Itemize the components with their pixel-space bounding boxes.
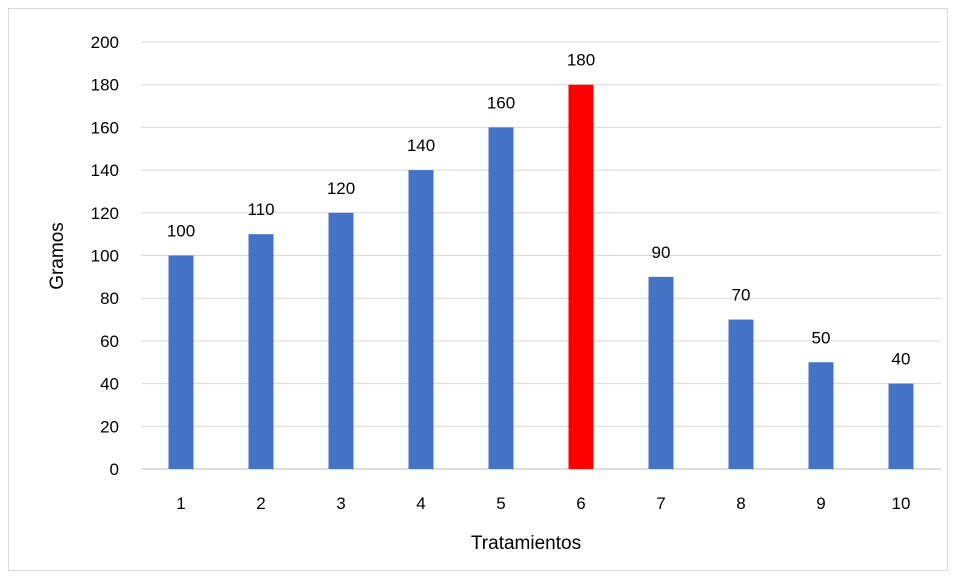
y-tick-label: 120 xyxy=(91,204,119,223)
x-tick-label-1: 1 xyxy=(176,494,185,513)
data-label-5: 160 xyxy=(487,93,515,112)
bar-8 xyxy=(728,319,754,469)
y-tick-label: 160 xyxy=(91,118,119,137)
y-tick-label: 200 xyxy=(91,33,119,52)
bar-6 xyxy=(568,84,594,469)
bar-2 xyxy=(248,234,274,469)
x-tick-label-2: 2 xyxy=(256,494,265,513)
x-tick-label-4: 4 xyxy=(416,494,425,513)
x-tick-label-6: 6 xyxy=(576,494,585,513)
bar-3 xyxy=(328,212,354,470)
y-tick-label: 140 xyxy=(91,161,119,180)
y-axis-title: Gramos xyxy=(47,222,68,290)
bar-4 xyxy=(408,170,434,469)
data-label-2: 110 xyxy=(247,200,274,219)
bar-5 xyxy=(488,127,514,470)
data-label-7: 90 xyxy=(652,243,671,262)
bar-1 xyxy=(168,255,194,469)
x-tick-label-9: 9 xyxy=(816,494,825,513)
y-tick-label: 180 xyxy=(91,76,119,95)
data-labels: 100 110 120 140 160 180 90 70 50 40 xyxy=(167,51,911,369)
data-label-4: 140 xyxy=(407,136,435,155)
y-tick-label: 20 xyxy=(100,417,119,436)
data-label-1: 100 xyxy=(167,222,195,241)
bar-7 xyxy=(648,276,674,469)
data-label-3: 120 xyxy=(327,179,355,198)
y-tick-label: 80 xyxy=(100,289,119,308)
x-tick-label-10: 10 xyxy=(892,494,911,513)
x-axis-title: Tratamientos xyxy=(471,533,581,554)
x-tick-label-7: 7 xyxy=(656,494,665,513)
data-label-6: 180 xyxy=(567,51,595,70)
bar-9 xyxy=(808,362,834,469)
x-tick-label-5: 5 xyxy=(496,494,505,513)
gridlines xyxy=(141,41,941,470)
x-tick-label-8: 8 xyxy=(736,494,745,513)
bar-10 xyxy=(888,383,914,469)
y-tick-label: 60 xyxy=(100,332,119,351)
bars xyxy=(168,84,914,470)
y-tick-label: 0 xyxy=(110,460,119,479)
data-label-9: 50 xyxy=(812,328,831,347)
x-axis-tick-labels: 1 2 3 4 5 6 7 8 9 10 xyxy=(176,494,910,513)
y-tick-label: 100 xyxy=(91,247,119,266)
y-tick-label: 40 xyxy=(100,375,119,394)
y-axis-tick-labels: 0 20 40 60 80 100 120 140 160 180 200 xyxy=(91,33,119,479)
data-label-8: 70 xyxy=(732,286,751,305)
data-label-10: 40 xyxy=(892,350,911,369)
x-tick-label-3: 3 xyxy=(336,494,345,513)
chart-frame: 0 20 40 60 80 100 120 140 160 180 200 100 110 120 140… xyxy=(8,8,948,571)
